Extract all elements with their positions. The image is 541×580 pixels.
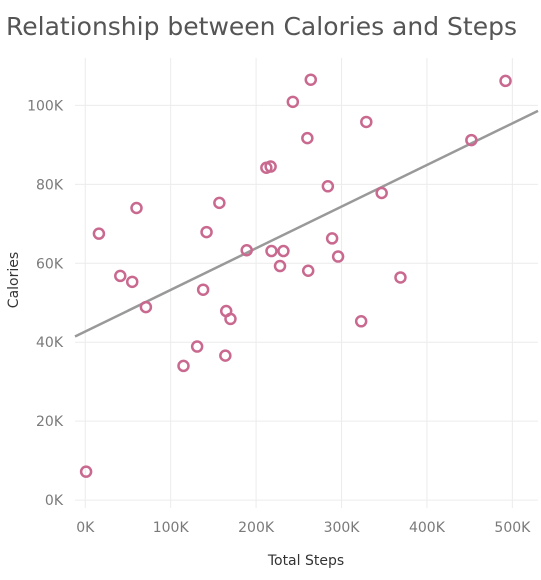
data-point-17 (265, 244, 278, 258)
data-point-11 (219, 349, 232, 362)
y-tick-label-3: 60K (36, 256, 64, 272)
data-point-16 (264, 160, 277, 173)
data-point-9 (200, 225, 213, 239)
data-point-5 (139, 300, 153, 314)
x-tick-label-3: 300K (324, 520, 361, 536)
data-point-4 (130, 201, 143, 215)
data-point-18 (273, 259, 287, 273)
y-tick-label-5: 100K (27, 98, 64, 114)
x-tick-label-4: 400K (409, 520, 446, 536)
data-point-32 (499, 74, 512, 88)
trend-line (74, 109, 539, 338)
data-point-6 (177, 359, 190, 373)
data-point-7 (190, 340, 204, 353)
y-tick-label-4: 80K (36, 177, 64, 193)
data-point-8 (196, 283, 210, 296)
y-tick-label-2: 40K (36, 335, 64, 351)
data-point-28 (360, 115, 373, 129)
data-point-13 (224, 312, 237, 326)
y-axis-ticks: 0K 20K 40K 60K 80K 100K (27, 98, 64, 509)
y-tick-label-0: 0K (45, 493, 64, 509)
data-point-26 (331, 250, 345, 263)
data-points (79, 73, 512, 478)
x-axis-ticks: 0K 100K 200K 300K 400K 500K (76, 520, 531, 536)
data-point-0 (79, 465, 93, 478)
data-point-2 (114, 269, 127, 283)
data-point-23 (304, 73, 318, 86)
data-point-31 (465, 133, 478, 147)
trend-line-group (74, 109, 539, 338)
data-point-21 (301, 131, 314, 145)
data-point-20 (286, 95, 300, 109)
data-point-27 (354, 315, 368, 328)
data-point-30 (394, 271, 407, 284)
x-tick-label-5: 500K (494, 520, 531, 536)
data-point-14 (240, 243, 253, 257)
data-point-25 (325, 232, 339, 245)
y-axis-label: Calories (6, 252, 22, 308)
data-point-3 (125, 275, 139, 289)
data-point-1 (92, 227, 106, 240)
data-point-22 (301, 264, 315, 278)
x-axis-label: Total Steps (267, 553, 344, 569)
data-point-19 (277, 244, 290, 258)
grid-lines (75, 58, 538, 508)
chart-title: Relationship between Calories and Steps (6, 12, 517, 41)
data-point-29 (375, 186, 388, 200)
x-tick-label-2: 200K (238, 520, 275, 536)
data-point-24 (321, 180, 335, 193)
x-tick-label-1: 100K (153, 520, 190, 536)
data-point-10 (213, 196, 226, 210)
y-tick-label-1: 20K (36, 414, 64, 430)
x-tick-label-0: 0K (76, 520, 95, 536)
